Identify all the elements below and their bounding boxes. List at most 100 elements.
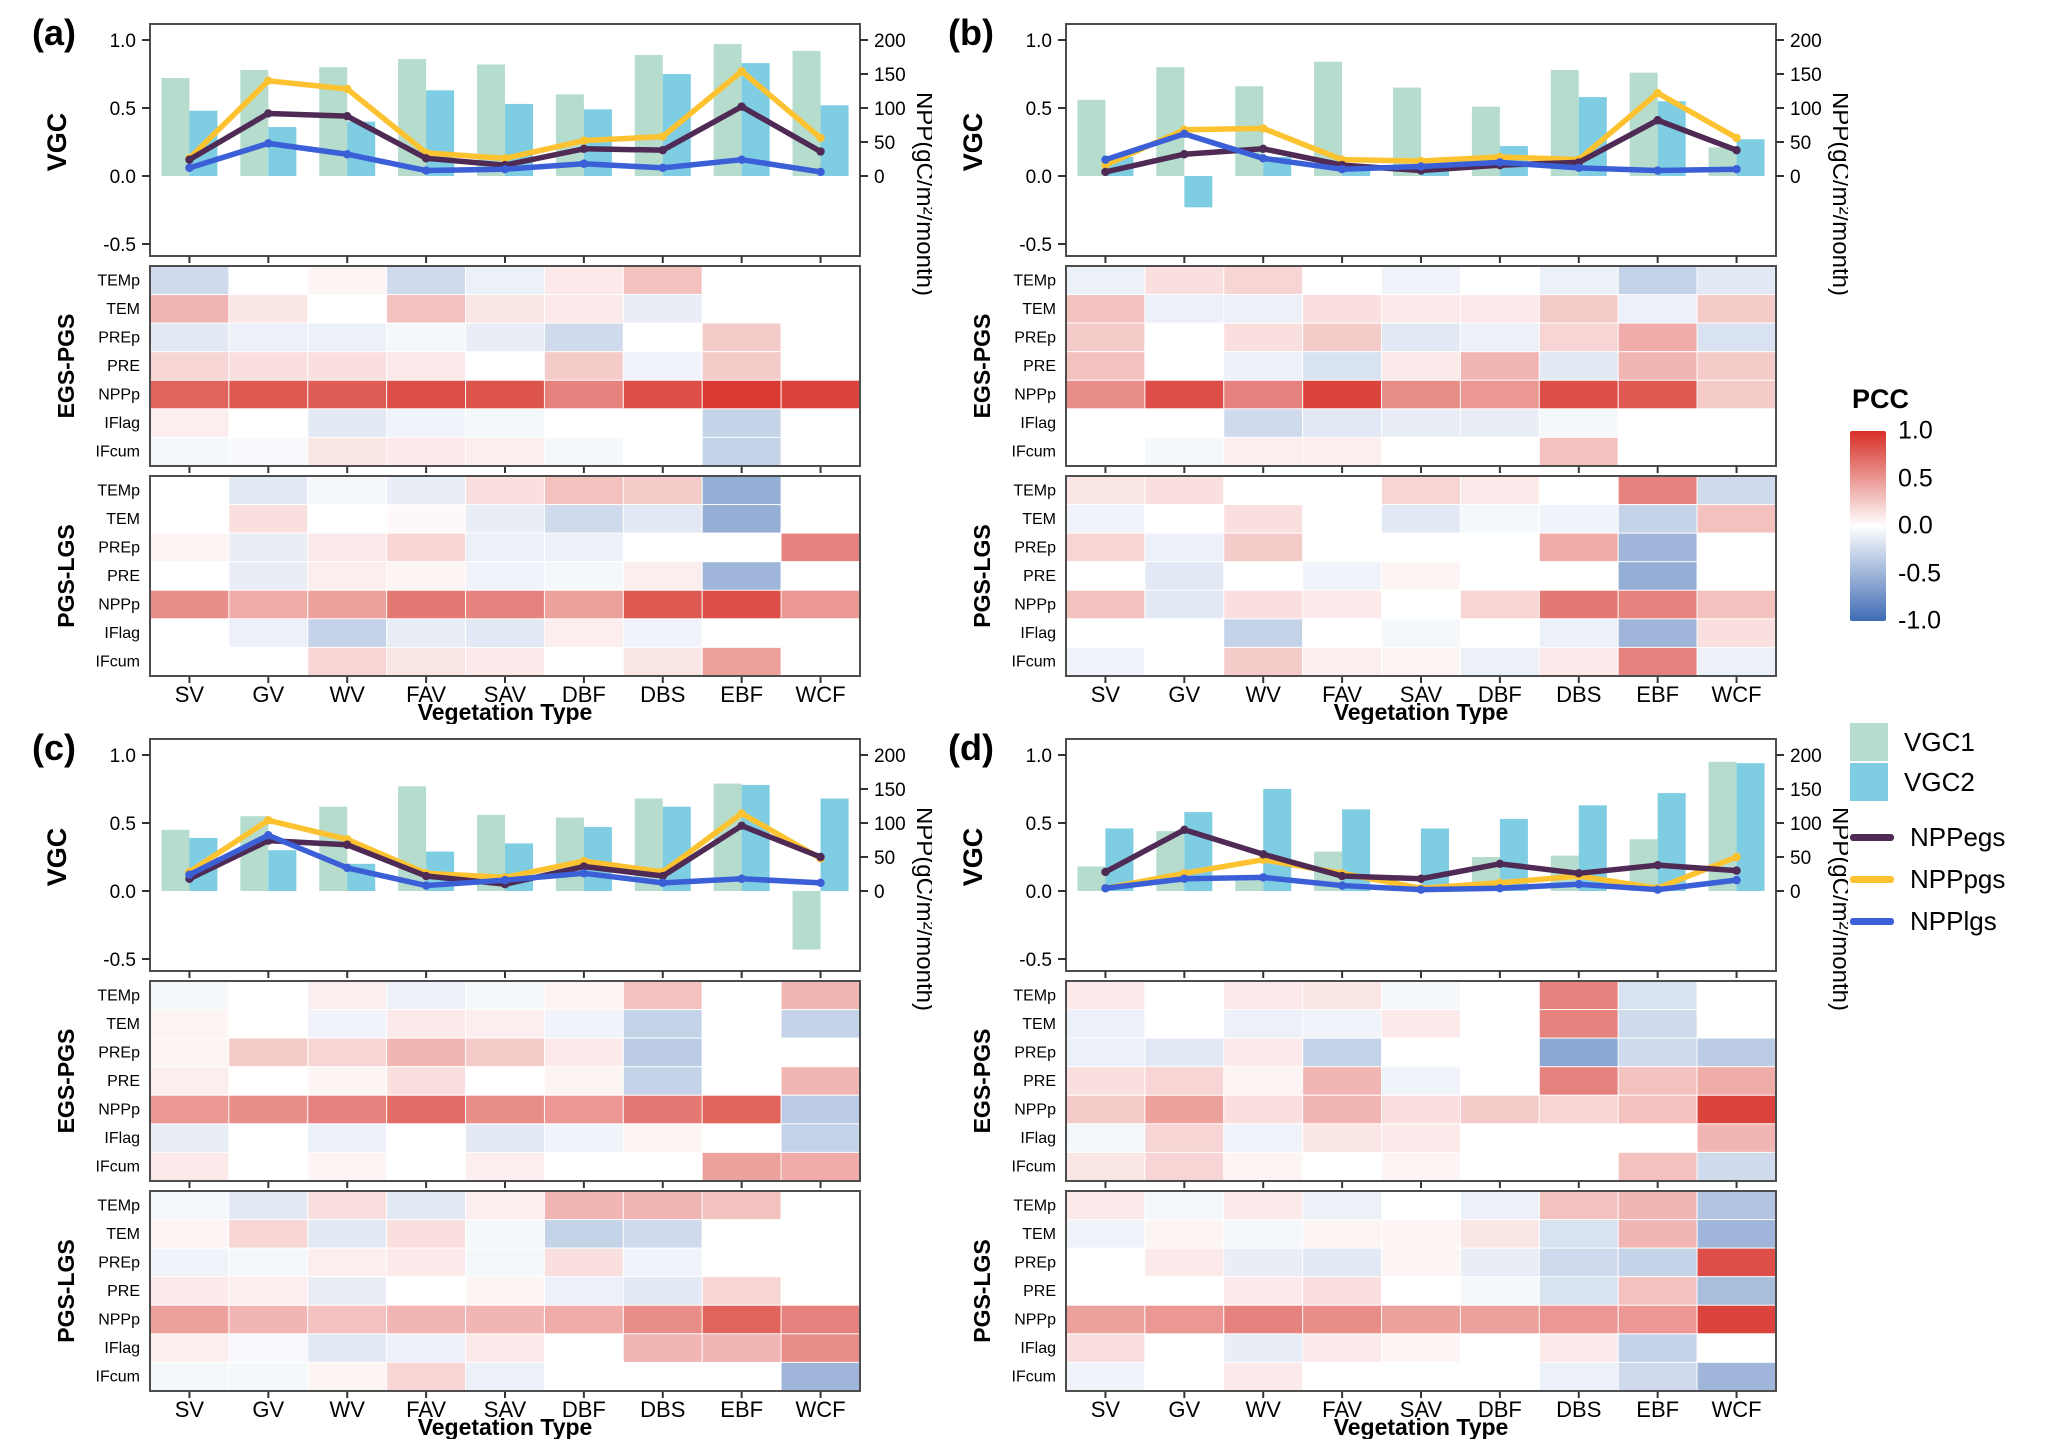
heatmap-frame bbox=[149, 980, 861, 1182]
panel-c-chart: 1.0 0.5 0.0 -0.5 200 150 100 50 0 TEMp TEM PREp PRE N… bbox=[42, 738, 932, 1439]
heatmap-cell bbox=[780, 322, 861, 353]
heatmap-cell bbox=[1696, 1304, 1777, 1335]
heatmap-cell bbox=[1617, 504, 1698, 534]
heatmap-row-label: PRE bbox=[1023, 1283, 1056, 1300]
heatmap-cell bbox=[386, 1361, 467, 1392]
heatmap-cell bbox=[149, 1190, 230, 1221]
heatmap-cell bbox=[543, 408, 624, 438]
marker-npplgs bbox=[1180, 874, 1189, 883]
heatmap-cell bbox=[465, 1247, 545, 1278]
category-label: WV bbox=[1245, 682, 1281, 707]
heatmap-cell bbox=[386, 1219, 467, 1249]
heatmap-cell bbox=[228, 1304, 309, 1335]
heatmap-cell bbox=[149, 1361, 230, 1392]
heatmap-cell bbox=[307, 1066, 388, 1096]
bar-vgc1 bbox=[792, 891, 821, 950]
heatmap-cell bbox=[1617, 980, 1698, 1011]
heatmap-cell bbox=[701, 504, 782, 534]
heatmap-cell bbox=[1302, 294, 1383, 324]
heatmap-cell bbox=[701, 1009, 782, 1039]
heatmap-cell bbox=[1381, 504, 1461, 534]
heatmap-row-label: IFcum bbox=[1012, 1159, 1056, 1176]
heatmap-cell bbox=[622, 504, 703, 534]
panel-a-letter: (a) bbox=[32, 12, 76, 53]
category-label: DBS bbox=[1556, 682, 1601, 707]
marker-npppgs bbox=[1732, 133, 1741, 143]
heatmap-cell bbox=[1617, 646, 1698, 677]
category-label: FAV bbox=[1322, 1397, 1362, 1422]
right-axis-tick-label: 150 bbox=[1790, 780, 1822, 801]
heatmap-cell bbox=[149, 1066, 230, 1096]
heatmap-cell bbox=[1223, 618, 1304, 648]
heatmap-cell bbox=[1065, 1361, 1146, 1392]
heatmap-cell bbox=[780, 1333, 861, 1363]
heatmap-cell bbox=[386, 1190, 467, 1221]
heatmap-cell bbox=[543, 1037, 624, 1068]
heatmap-cell bbox=[543, 618, 624, 648]
heatmap-cell bbox=[1538, 618, 1619, 648]
heatmap-cell bbox=[1144, 1151, 1225, 1182]
heatmap-cell bbox=[386, 379, 467, 410]
heatmap-row-label: IFcum bbox=[1012, 654, 1056, 671]
heatmap-cell bbox=[465, 1219, 545, 1249]
marker-nppegs bbox=[1732, 866, 1741, 875]
heatmap-cell bbox=[1302, 322, 1383, 353]
heatmap-cell bbox=[1223, 1276, 1304, 1306]
heatmap-cell bbox=[1696, 1151, 1777, 1182]
category-label: GV bbox=[1168, 682, 1200, 707]
heatmap-cell bbox=[1538, 980, 1619, 1011]
heatmap-cell bbox=[149, 532, 230, 563]
heatmap-cell bbox=[465, 475, 545, 506]
legend-item-npplgs: NPPlgs bbox=[1850, 900, 2005, 942]
heatmap-cell bbox=[1144, 589, 1225, 620]
heatmap-cell bbox=[543, 1123, 624, 1153]
heatmap-cell bbox=[780, 1247, 861, 1278]
heatmap-cell bbox=[386, 1151, 467, 1182]
marker-nppegs bbox=[343, 840, 352, 849]
marker-npplgs bbox=[343, 150, 352, 159]
heatmap-cell bbox=[1065, 504, 1146, 534]
heatmap-cell bbox=[1696, 1219, 1777, 1249]
heatmap-cell bbox=[149, 322, 230, 353]
heatmap-cell bbox=[1223, 1361, 1304, 1392]
heatmap-cell bbox=[1696, 351, 1777, 381]
heatmap-cell bbox=[701, 980, 782, 1011]
heatmap-cell bbox=[780, 408, 861, 438]
right-axis-tick-label: 0 bbox=[874, 167, 885, 188]
heatmap-cell bbox=[1381, 532, 1461, 563]
heatmap-cell bbox=[1538, 1219, 1619, 1249]
heatmap-row-label: TEM bbox=[106, 1226, 140, 1243]
heatmap-cell bbox=[543, 1009, 624, 1039]
marker-npplgs bbox=[500, 165, 510, 174]
left-axis-tick-label: 1.0 bbox=[1026, 31, 1052, 52]
heatmap-cell bbox=[1065, 265, 1146, 296]
heatmap-cell bbox=[622, 1009, 703, 1039]
marker-npplgs bbox=[185, 870, 194, 879]
heatmap-cell bbox=[465, 1276, 545, 1306]
heatmap-cell bbox=[228, 294, 309, 324]
heatmap-cell bbox=[1302, 1276, 1383, 1306]
heatmap-cell bbox=[465, 646, 545, 677]
heatmap-cell bbox=[1696, 322, 1777, 353]
heatmap-cell bbox=[543, 265, 624, 296]
heatmap-cell bbox=[149, 1094, 230, 1125]
heatmap-row-label: TEM bbox=[106, 301, 140, 318]
panel-a-chart: 1.0 0.5 0.0 -0.5 200 150 100 50 0 TEMp TEM PREp PRE N… bbox=[42, 23, 932, 724]
marker-npppgs bbox=[1732, 852, 1741, 862]
heatmap-cell bbox=[780, 351, 861, 381]
heatmap-cell bbox=[543, 646, 624, 677]
heatmap-row-label: PREp bbox=[1014, 1254, 1056, 1271]
heatmap-cell bbox=[1223, 379, 1304, 410]
legend-label-npppgs: NPPpgs bbox=[1910, 863, 2006, 894]
heatmap-cell bbox=[1617, 475, 1698, 506]
heatmap-cell bbox=[622, 436, 703, 467]
heatmap-cell bbox=[1302, 980, 1383, 1011]
heatmap-cell bbox=[1696, 294, 1777, 324]
right-axis-title: NPP(gC/m²/month) bbox=[911, 807, 932, 1011]
heatmap-cell bbox=[1381, 408, 1461, 438]
heatmap-cell bbox=[1538, 1066, 1619, 1096]
heatmap-cell bbox=[622, 1219, 703, 1249]
marker-npplgs bbox=[816, 167, 825, 177]
heatmap-cell bbox=[149, 589, 230, 620]
right-axis-tick-label: 100 bbox=[1790, 814, 1822, 835]
